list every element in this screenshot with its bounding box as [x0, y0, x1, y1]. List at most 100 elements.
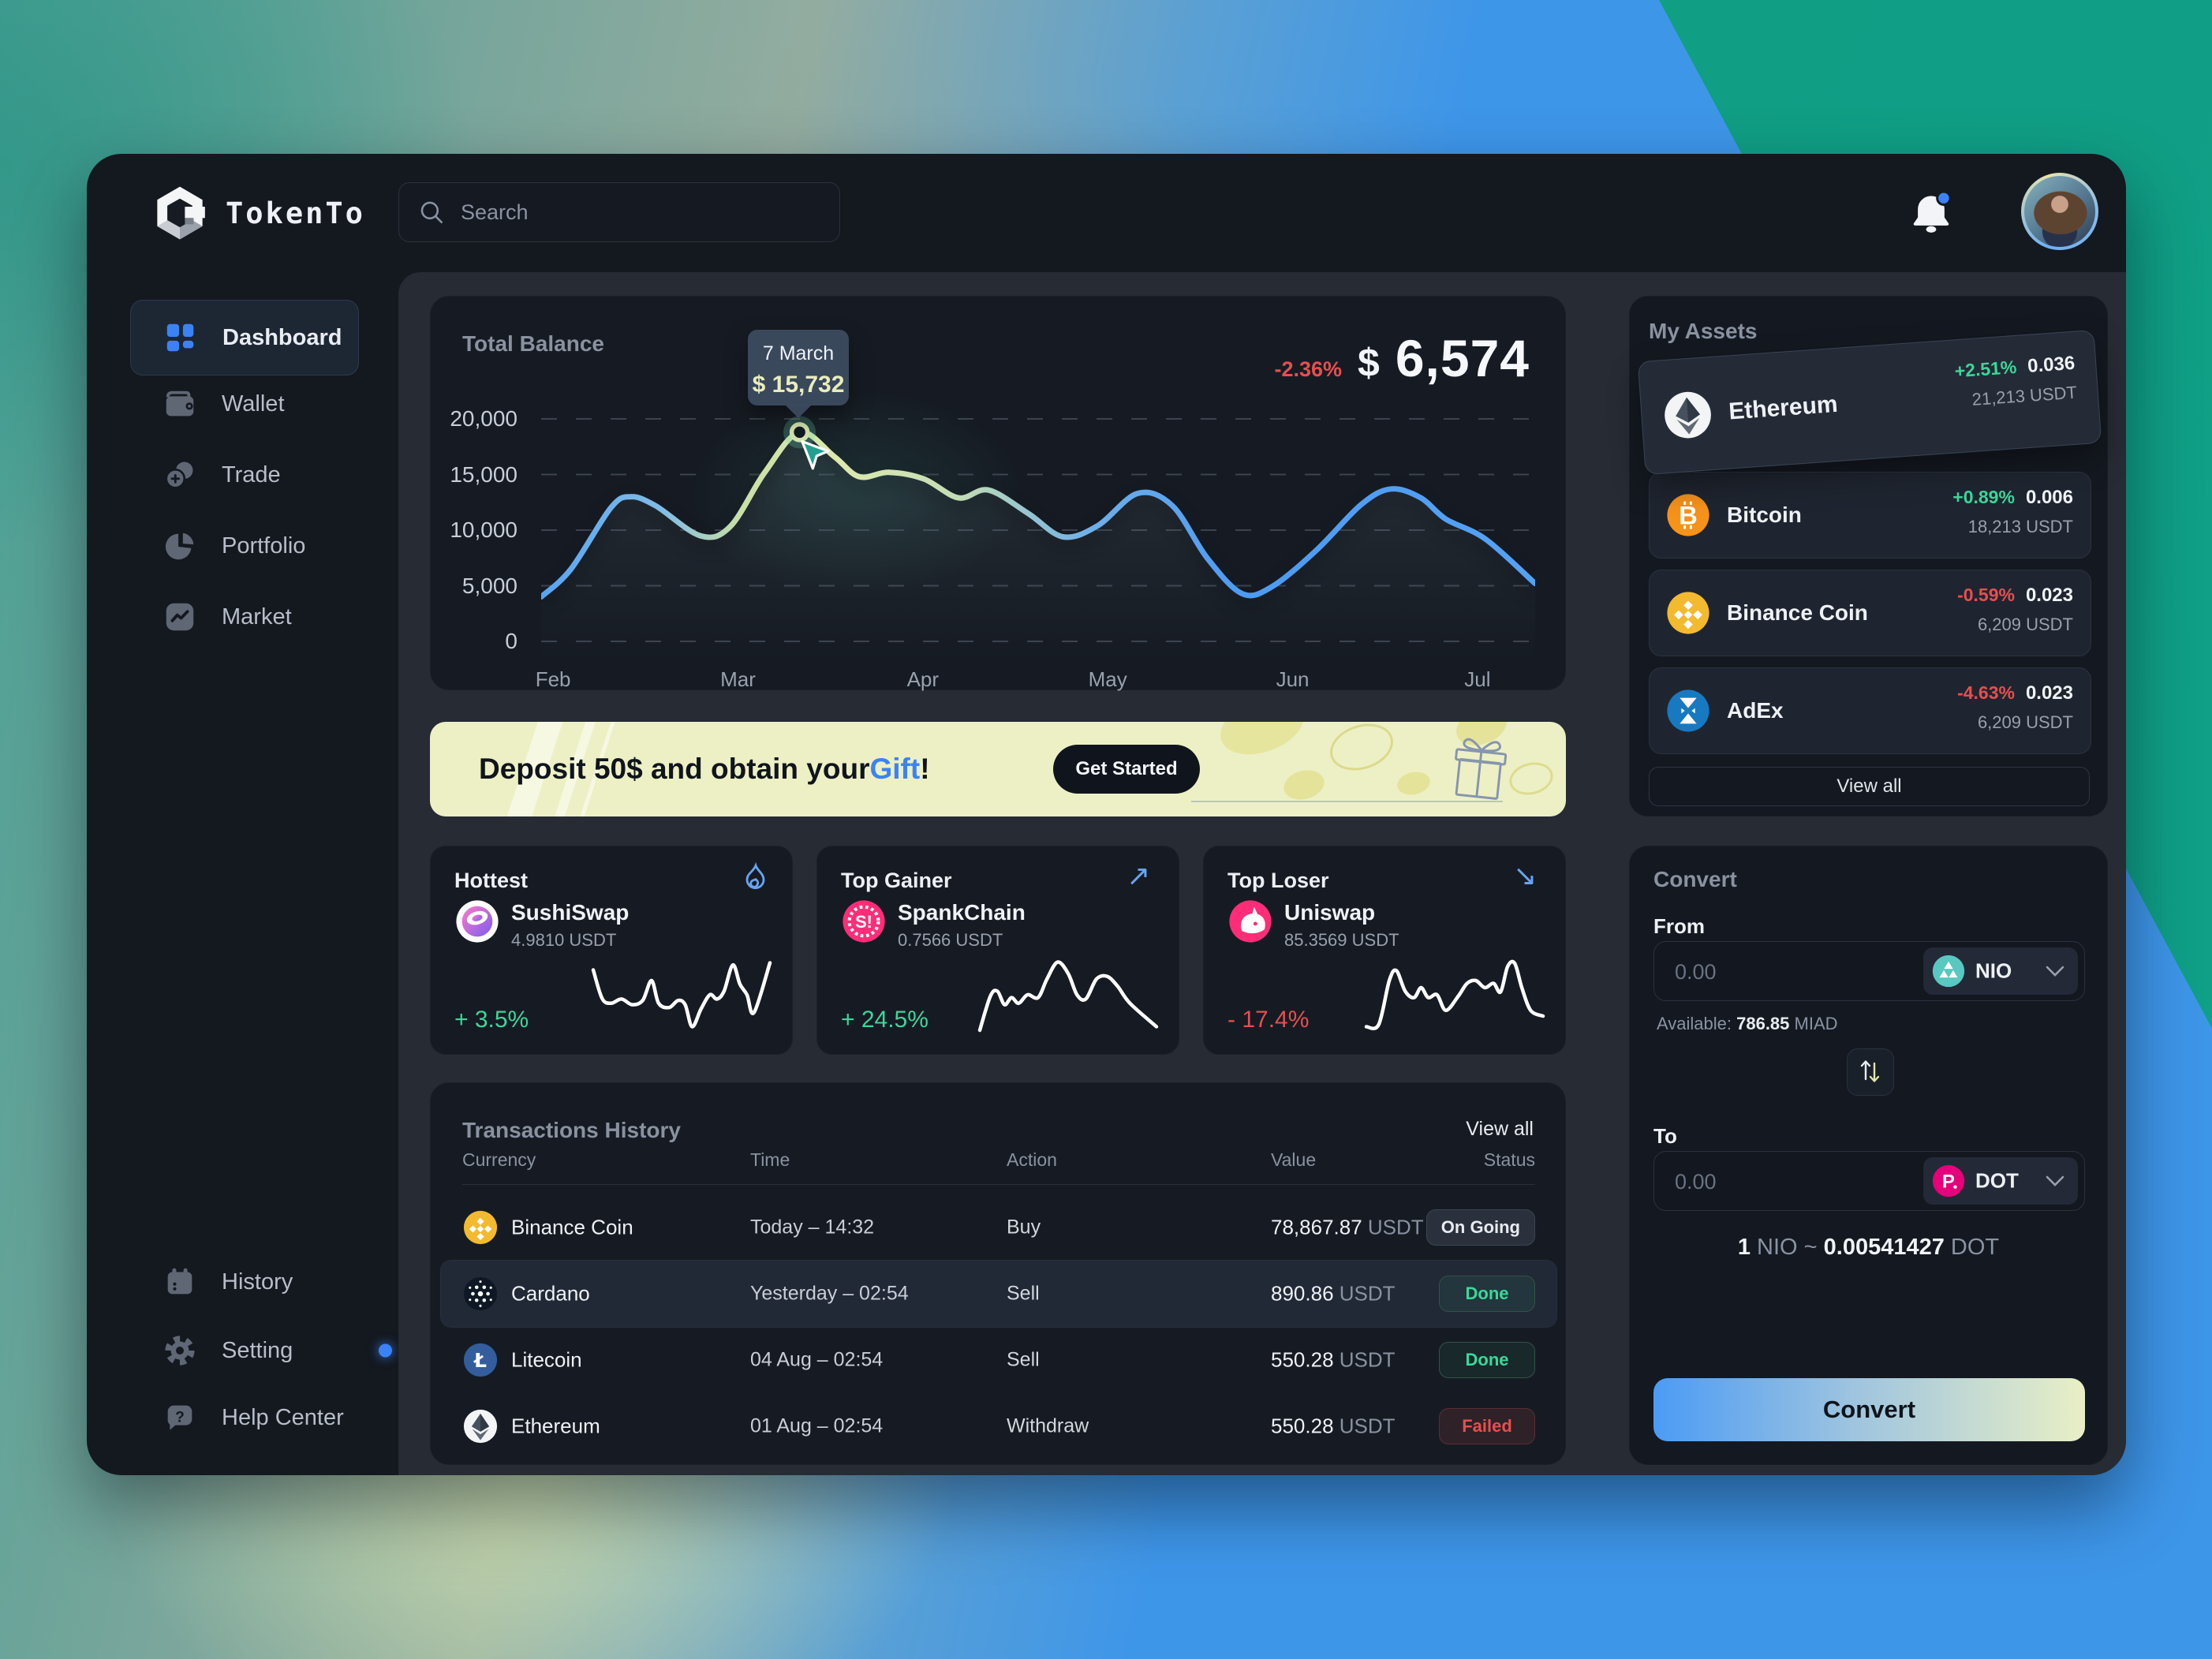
top-gainer-change: + 24.5% [841, 1007, 929, 1033]
top-gainer-coin-price: 0.7566 USDT [898, 930, 1003, 950]
sushiswap-coin-icon [454, 899, 500, 944]
sidebar-item-trade[interactable]: Trade [130, 439, 359, 510]
svg-text:?: ? [175, 1409, 185, 1425]
top-loser-coin-price: 85.3569 USDT [1284, 930, 1399, 950]
arrow-down-right-icon: ↘ [1513, 859, 1538, 891]
hottest-change: + 3.5% [454, 1007, 529, 1033]
asset-row-binance-coin[interactable]: Binance Coin -0.59% 0.023 6,209 USDT [1649, 570, 2091, 656]
assets-view-all-button[interactable]: View all [1649, 767, 2090, 806]
from-input-box: NIO [1653, 941, 2085, 1002]
sidebar-item-portfolio[interactable]: Portfolio [130, 510, 359, 581]
app-window: TokenTo [87, 154, 2126, 1475]
setting-notification-dot [379, 1343, 392, 1358]
binance-coin-icon [1665, 590, 1711, 636]
sidebar-item-dashboard[interactable]: Dashboard [130, 300, 359, 376]
transaction-row[interactable]: Ł Litecoin 04 Aug – 02:54 Sell 550.28 US… [462, 1328, 1535, 1392]
transactions-header: Currency Time Action Value Status [462, 1149, 1535, 1170]
asset-row-bitcoin[interactable]: B Bitcoin +0.89% 0.006 18,213 USDT [1649, 472, 2091, 559]
bitcoin-coin-icon: B [1665, 492, 1711, 538]
top-gainer-coin-name: SpankChain [898, 900, 1026, 925]
top-gainer-title: Top Gainer [841, 869, 952, 892]
swap-arrows-icon [1860, 1060, 1880, 1082]
sidebar-item-label: Wallet [222, 390, 285, 417]
top-loser-sparkline [1364, 959, 1545, 1031]
to-token-selector[interactable]: P DOT [1923, 1157, 2078, 1205]
to-amount-input[interactable] [1673, 1152, 1897, 1212]
wallet-icon [166, 390, 194, 417]
dot-coin-icon: P [1931, 1164, 1966, 1198]
gift-icon [1455, 738, 1508, 800]
svg-text:B: B [1679, 501, 1698, 530]
sidebar-item-help-center[interactable]: ? Help Center [130, 1382, 359, 1453]
convert-title: Convert [1653, 867, 1737, 891]
convert-button[interactable]: Convert [1653, 1378, 2085, 1441]
total-balance-title: Total Balance [462, 331, 604, 356]
search-bar[interactable] [398, 182, 840, 242]
notification-badge [1936, 190, 1952, 206]
transaction-row[interactable]: Cardano Yesterday – 02:54 Sell 890.86 US… [440, 1260, 1557, 1328]
transaction-row[interactable]: Ethereum 01 Aug – 02:54 Withdraw 550.28 … [462, 1394, 1535, 1459]
hottest-coin-price: 4.9810 USDT [511, 930, 617, 950]
asset-row-ethereum[interactable]: Ethereum +2.51% 0.036 21,213 USDT [1637, 329, 2102, 476]
header-divider [462, 1184, 1535, 1185]
sidebar-item-label: Trade [222, 461, 281, 488]
adex-coin-icon [1665, 688, 1711, 734]
to-label: To [1653, 1124, 1677, 1148]
banner-ellipse [1280, 765, 1328, 805]
sidebar-item-wallet[interactable]: Wallet [130, 368, 359, 439]
help-bubble-icon: ? [167, 1405, 192, 1430]
balance-chart: 20,000 15,000 10,000 5,000 0 Feb Mar Apr May Jun… [431, 297, 1567, 691]
status-badge: Failed [1439, 1408, 1535, 1444]
swap-direction-button[interactable] [1847, 1048, 1894, 1096]
notifications-button[interactable] [1907, 189, 1955, 236]
svg-text:P: P [1942, 1171, 1955, 1192]
from-amount-input[interactable] [1673, 942, 1897, 1002]
banner-text: Deposit 50$ and obtain your Gift! [479, 753, 930, 785]
transaction-row[interactable]: Binance Coin Today – 14:32 Buy 78,867.87… [462, 1195, 1535, 1260]
top-gainer-card[interactable]: Top Gainer ↗ S! SpankChain 0.7566 USDT +… [816, 846, 1179, 1055]
bell-icon [1913, 190, 1952, 233]
search-icon [420, 201, 443, 224]
ethereum-coin-icon [462, 1408, 499, 1444]
top-loser-change: - 17.4% [1227, 1007, 1310, 1033]
user-avatar[interactable] [2021, 173, 2098, 250]
coins-icon [165, 461, 193, 489]
arrow-up-right-icon: ↗ [1127, 859, 1151, 891]
sidebar-item-market[interactable]: Market [130, 581, 359, 652]
hottest-card[interactable]: Hottest SushiSwap 4.9810 [430, 846, 793, 1055]
mouse-cursor-icon [801, 440, 830, 470]
flame-icon [745, 862, 765, 890]
top-loser-coin-name: Uniswap [1284, 900, 1376, 925]
svg-text:Ł: Ł [473, 1349, 487, 1372]
status-badge: Done [1439, 1276, 1535, 1312]
app-title: TokenTo [226, 196, 365, 230]
status-badge: On Going [1425, 1209, 1535, 1246]
transactions-title: Transactions History [462, 1118, 681, 1142]
to-token-name: DOT [1975, 1168, 2019, 1193]
nio-coin-icon [1931, 954, 1966, 988]
balance-change: -2.36% [1274, 357, 1343, 381]
hottest-title: Hottest [454, 869, 528, 892]
banner-gift-word: Gift [869, 753, 921, 785]
from-token-selector[interactable]: NIO [1923, 947, 2078, 995]
sidebar-item-label: Market [222, 603, 292, 630]
pie-chart-icon [165, 532, 194, 560]
asset-row-adex[interactable]: AdEx -4.63% 0.023 6,209 USDT [1649, 667, 2091, 754]
get-started-button[interactable]: Get Started [1053, 745, 1200, 794]
gear-icon [165, 1336, 195, 1366]
market-chart-icon [166, 603, 194, 631]
total-balance-card: Total Balance -2.36% $ 6,574 [430, 296, 1567, 691]
binance-coin-icon [462, 1209, 499, 1246]
app-logo: TokenTo [155, 185, 365, 241]
top-loser-card[interactable]: Top Loser ↘ Uniswap 85.3569 USDT - 17.4% [1203, 846, 1566, 1055]
search-input[interactable] [459, 199, 820, 226]
tooltip-value: $ 15,732 [752, 372, 845, 398]
transactions-view-all[interactable]: View all [1466, 1118, 1534, 1140]
sidebar-item-history[interactable]: History [130, 1246, 359, 1317]
dashboard-grid-icon [166, 323, 194, 352]
chart-tooltip: 7 March $ 15,732 [748, 330, 849, 405]
sidebar-item-setting[interactable]: Setting [130, 1315, 392, 1386]
transactions-card: Transactions History View all Currency T… [430, 1082, 1566, 1465]
to-input-box: P DOT [1653, 1151, 2085, 1212]
hottest-coin-name: SushiSwap [511, 900, 630, 925]
